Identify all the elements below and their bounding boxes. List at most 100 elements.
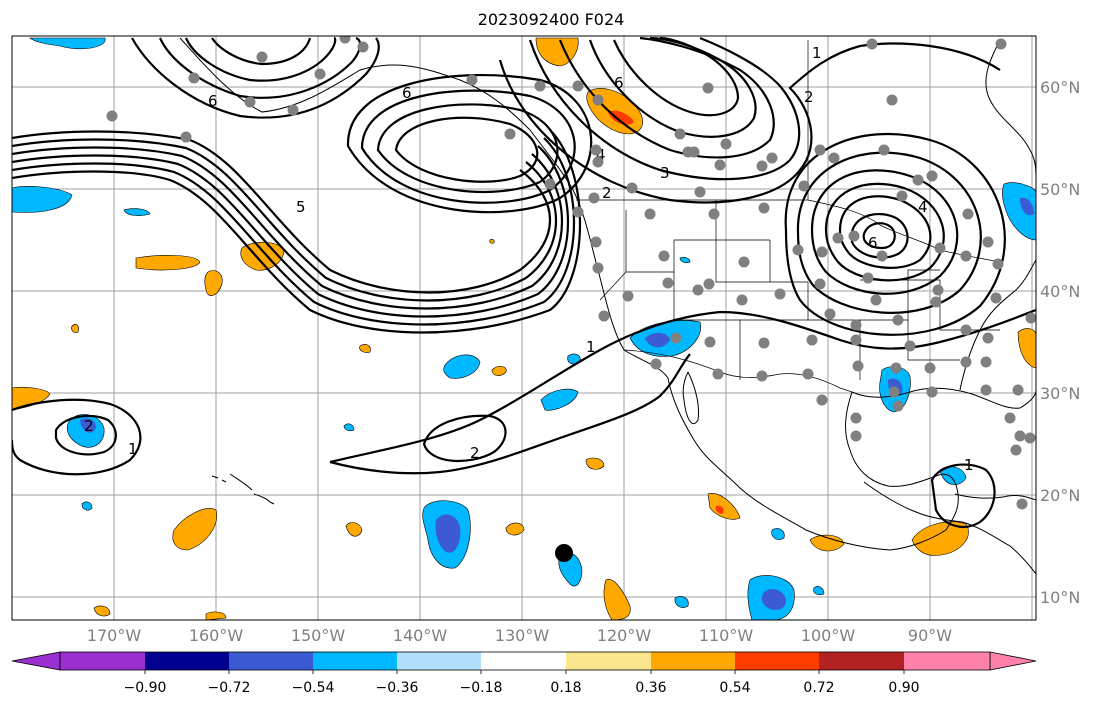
station-marker: [888, 386, 900, 398]
station-marker: [926, 386, 938, 398]
longitude-label: 90°W: [908, 626, 952, 645]
contour-label: 5: [296, 198, 306, 216]
contour-labels: 2 1 2 1 2 6 6 4 6 6 4 3 2 5 1 1: [84, 44, 974, 474]
colorbar-segment: [735, 652, 819, 670]
longitude-label: 160°W: [189, 626, 244, 645]
station-markers: [106, 36, 1036, 510]
station-marker: [702, 82, 714, 94]
station-marker: [962, 208, 974, 220]
colorbar-tick-label: −0.90: [124, 680, 167, 696]
latitude-labels: 60°N 50°N 40°N 30°N 20°N 10°N: [1040, 78, 1080, 607]
station-marker: [850, 334, 862, 346]
station-marker: [774, 288, 786, 300]
station-marker: [106, 110, 118, 122]
station-marker: [572, 206, 584, 218]
station-marker: [244, 96, 256, 108]
station-marker: [904, 340, 916, 352]
station-marker: [924, 362, 936, 374]
station-marker: [960, 324, 972, 336]
longitude-label: 120°W: [597, 626, 652, 645]
station-marker: [792, 244, 804, 256]
station-marker: [504, 128, 516, 140]
station-marker: [1010, 444, 1022, 456]
station-marker: [708, 208, 720, 220]
contour-label: 3: [660, 164, 670, 182]
station-marker: [766, 152, 778, 164]
station-marker: [892, 314, 904, 326]
station-marker: [1012, 384, 1024, 396]
station-marker: [802, 368, 814, 380]
tropical-center-marker: [555, 544, 573, 562]
latitude-label: 10°N: [1040, 588, 1080, 607]
colorbar-extend-high: [989, 651, 1037, 671]
station-marker: [814, 144, 826, 156]
station-marker: [990, 292, 1002, 304]
station-marker: [287, 104, 299, 116]
station-marker: [466, 74, 478, 86]
station-marker: [662, 277, 674, 289]
longitude-labels: 170°W 160°W 150°W 140°W 130°W 120°W 110°W 100°W…: [87, 626, 952, 645]
longitude-label: 150°W: [291, 626, 346, 645]
station-marker: [674, 128, 686, 140]
longitude-label: 140°W: [393, 626, 448, 645]
station-marker: [850, 319, 862, 331]
station-marker: [878, 144, 890, 156]
station-marker: [992, 258, 1004, 270]
colorbar-tick-label: −0.18: [460, 680, 503, 696]
contour-label: 1: [586, 338, 596, 356]
colorbar-tick-label: 0.36: [635, 680, 666, 696]
colorbar-tick-label: −0.54: [292, 680, 335, 696]
station-marker: [866, 38, 878, 50]
colorbar-tick-label: 0.54: [719, 680, 750, 696]
station-marker: [256, 51, 268, 63]
station-marker: [703, 278, 715, 290]
contour-label: 4: [918, 198, 928, 216]
station-marker: [644, 208, 656, 220]
station-marker: [1016, 498, 1028, 510]
colorbar-outline: [59, 651, 991, 671]
station-marker: [314, 68, 326, 80]
station-marker: [886, 94, 898, 106]
contour-label: 2: [84, 417, 94, 435]
colorbar-segment: [397, 652, 481, 670]
station-marker: [598, 310, 610, 322]
contour-label: 6: [402, 84, 412, 102]
station-marker: [1004, 412, 1016, 424]
station-marker: [180, 131, 192, 143]
station-marker: [912, 174, 924, 186]
station-marker: [650, 358, 662, 370]
station-marker: [1024, 432, 1036, 444]
colorbar-segment: [904, 652, 990, 670]
colorbar-segment: [481, 652, 566, 670]
station-marker: [714, 159, 726, 171]
station-marker: [692, 284, 704, 296]
station-marker: [572, 80, 584, 92]
station-marker: [934, 242, 946, 254]
station-marker: [876, 250, 888, 262]
colorbar-extend-low: [11, 651, 61, 671]
station-marker: [892, 400, 904, 412]
station-marker: [960, 356, 972, 368]
station-marker: [816, 246, 828, 258]
station-marker: [712, 368, 724, 380]
latitude-label: 30°N: [1040, 384, 1080, 403]
latitude-label: 50°N: [1040, 180, 1080, 199]
contour-label: 2: [602, 184, 612, 202]
station-marker: [622, 290, 634, 302]
station-marker: [850, 430, 862, 442]
station-marker: [1014, 430, 1026, 442]
station-marker: [850, 412, 862, 424]
station-marker: [870, 294, 882, 306]
station-marker: [930, 296, 942, 308]
contour-label: 4: [596, 146, 606, 164]
station-marker: [896, 190, 908, 202]
contour-label: 1: [128, 440, 138, 458]
station-marker: [824, 308, 836, 320]
station-marker: [982, 332, 994, 344]
station-marker: [828, 152, 840, 164]
station-marker: [534, 80, 546, 92]
station-marker: [862, 272, 874, 284]
station-marker: [658, 250, 670, 262]
map-frame: [11, 35, 1037, 621]
station-marker: [704, 336, 716, 348]
